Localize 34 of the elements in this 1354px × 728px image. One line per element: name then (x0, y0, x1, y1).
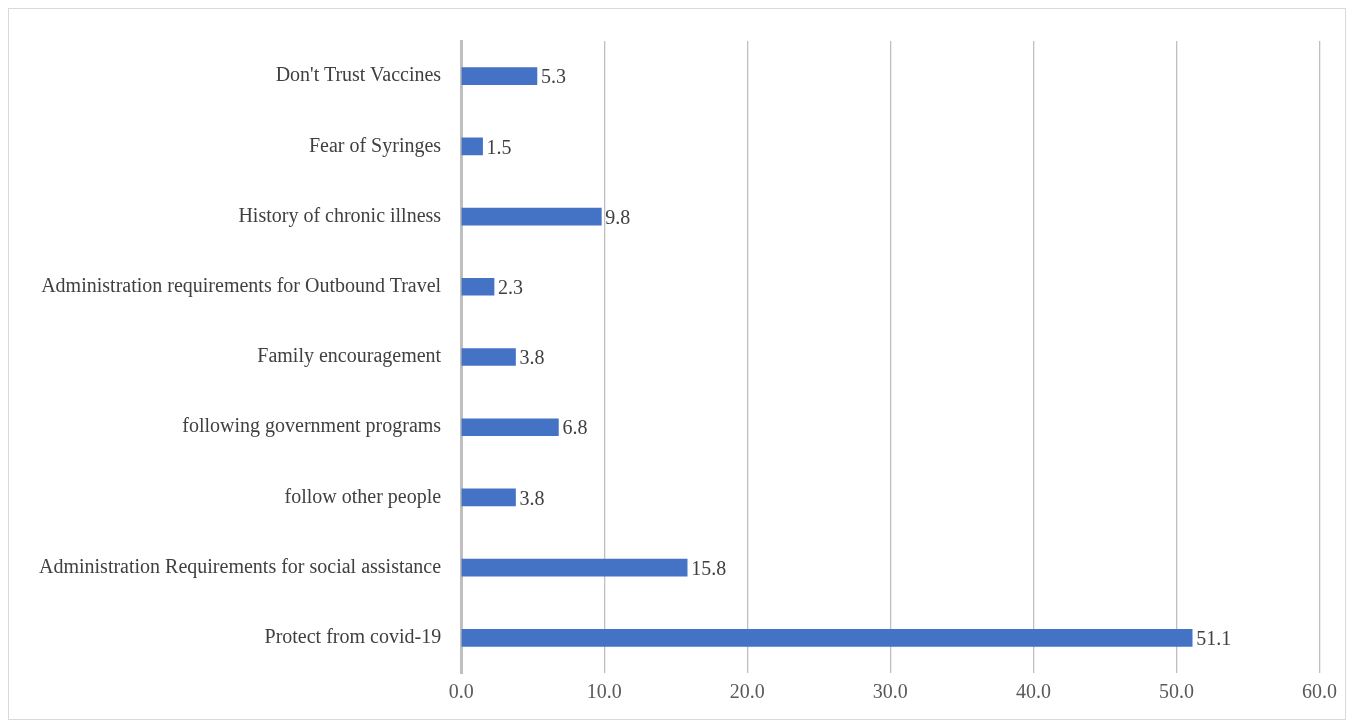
x-tick-label: 20.0 (729, 680, 765, 703)
bar (461, 207, 602, 226)
y-tick-label: Administration requirements for Outbound Travel (41, 274, 442, 298)
data-label: 5.3 (540, 65, 566, 88)
x-tick-label: 0.0 (448, 680, 474, 703)
data-label: 3.8 (519, 346, 545, 369)
data-label: 1.5 (486, 135, 512, 158)
bar (461, 629, 1193, 647)
x-tick-label: 60.0 (1302, 680, 1337, 703)
x-tick-label: 50.0 (1158, 680, 1194, 703)
y-tick-label: Fear of Syringes (308, 133, 442, 157)
data-label: 9.8 (605, 205, 631, 228)
bar (461, 67, 538, 85)
bar (461, 418, 559, 437)
y-tick-label: follow other people (284, 484, 442, 508)
data-label: 6.8 (562, 416, 588, 439)
y-tick-label: Don't Trust Vaccines (275, 63, 442, 86)
data-label: 3.8 (519, 486, 545, 509)
x-tick-label: 10.0 (586, 680, 622, 703)
y-tick-label: Administration Requirements for social assistance (38, 554, 442, 578)
x-tick-label: 40.0 (1015, 680, 1051, 703)
y-tick-label: following government programs (182, 414, 442, 438)
y-tick-label: Family encouragement (257, 344, 442, 368)
bar (461, 277, 495, 296)
data-label: 2.3 (498, 276, 524, 299)
y-tick-label: Protect from covid-19 (264, 625, 442, 648)
bar (461, 348, 516, 366)
data-label: 51.1 (1196, 627, 1232, 650)
bar (461, 558, 688, 577)
y-tick-label: History of chronic illness (238, 203, 442, 227)
data-label: 15.8 (691, 556, 727, 579)
bar (461, 137, 483, 156)
bar (461, 488, 516, 507)
x-tick-label: 30.0 (872, 680, 908, 703)
